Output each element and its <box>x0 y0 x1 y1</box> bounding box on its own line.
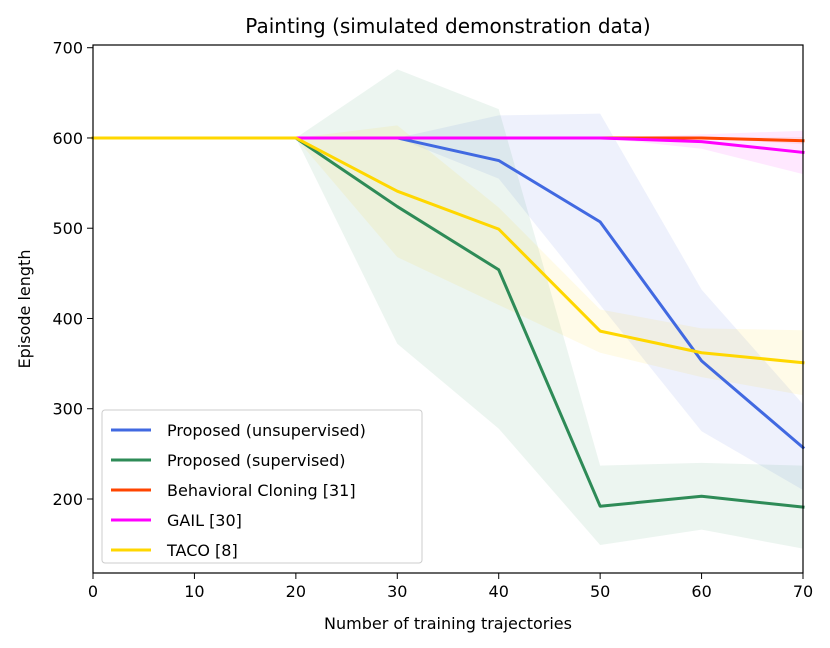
x-tick-label: 0 <box>88 582 98 601</box>
y-tick-label: 500 <box>52 219 83 238</box>
y-tick-label: 600 <box>52 129 83 148</box>
y-axis-label: Episode length <box>15 250 34 369</box>
x-tick-label: 50 <box>590 582 610 601</box>
legend-label-gail-30: GAIL [30] <box>167 511 242 530</box>
legend-box <box>101 409 423 564</box>
y-axis-ticks: 200 300 400 500 600 700 <box>52 39 93 509</box>
series-lines <box>91 136 806 509</box>
x-tick-label: 30 <box>387 582 407 601</box>
y-tick-label: 400 <box>52 309 83 328</box>
y-tick-label: 700 <box>52 39 83 58</box>
legend-label-proposed-unsupervised: Proposed (unsupervised) <box>167 421 366 440</box>
x-axis-ticks: 0 10 20 30 40 50 60 70 <box>88 573 813 601</box>
band-proposed-unsupervised <box>93 113 803 490</box>
y-tick-label: 200 <box>52 490 83 509</box>
legend-label-taco-8: TACO [8] <box>166 541 238 560</box>
x-tick-label: 60 <box>691 582 711 601</box>
legend-label-behavioral-cloning-31: Behavioral Cloning [31] <box>167 481 356 500</box>
plot-frame <box>92 44 804 574</box>
x-tick-label: 40 <box>489 582 509 601</box>
legend-label-proposed-supervised: Proposed (supervised) <box>167 451 346 470</box>
band-proposed-supervised <box>93 69 803 549</box>
series-line-taco-8 <box>91 136 805 365</box>
chart-title: Painting (simulated demonstration data) <box>245 14 650 38</box>
x-tick-label: 70 <box>793 582 813 601</box>
x-axis-label: Number of training trajectories <box>324 614 572 633</box>
axes <box>92 44 804 574</box>
band-taco-8 <box>93 125 803 396</box>
x-tick-label: 10 <box>184 582 204 601</box>
legend: Proposed (unsupervised) Proposed (supervi… <box>101 409 423 564</box>
x-tick-label: 20 <box>286 582 306 601</box>
y-tick-label: 300 <box>52 400 83 419</box>
band-gail-30 <box>93 130 803 175</box>
